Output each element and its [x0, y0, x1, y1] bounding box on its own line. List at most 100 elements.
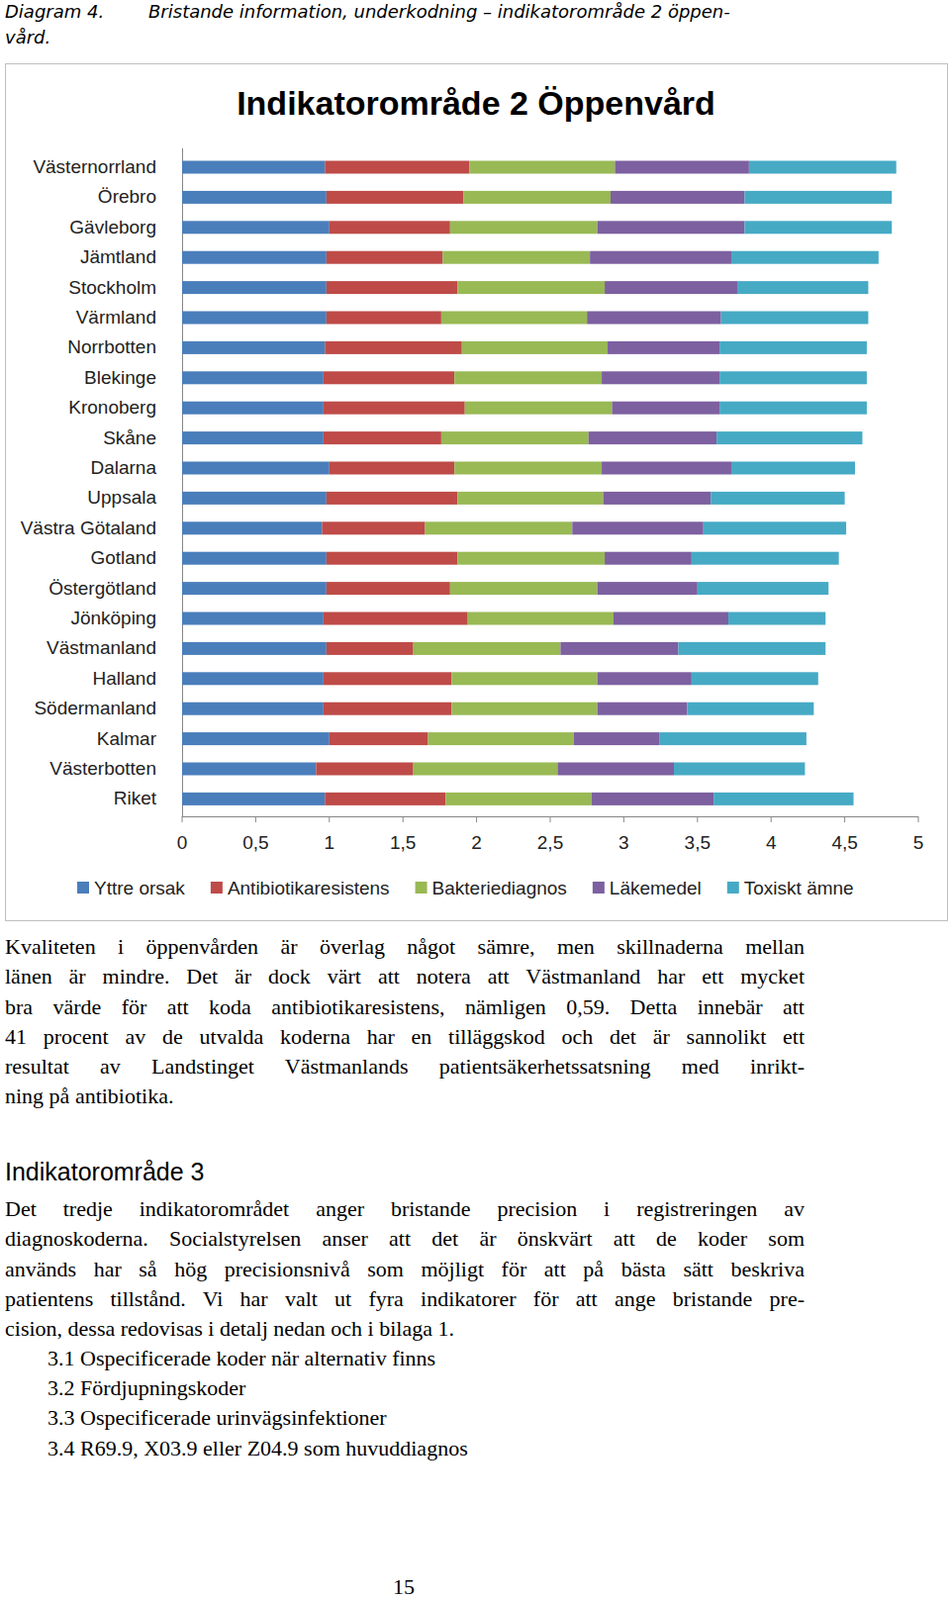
bar-segment	[457, 552, 605, 566]
bar-segment	[604, 281, 738, 294]
chart: Indikatorområde 2 Öppenvård Västernorrlan…	[0, 0, 950, 931]
bar-segment	[182, 762, 316, 776]
bar-segment	[719, 401, 867, 415]
bar-segment	[677, 642, 826, 656]
bar-segment	[182, 732, 330, 746]
bar-segment	[326, 581, 451, 595]
bar-segment	[589, 251, 732, 265]
list-item: 3.4 R69.9, X03.9 eller Z04.9 som huvuddi…	[47, 1433, 800, 1464]
section-heading: Indikatorområde 3	[4, 1156, 205, 1187]
bar-segment	[601, 371, 720, 384]
bar-segment	[713, 792, 854, 806]
list-item: 3.3 Ospecificerade urinvägsinfektioner	[47, 1403, 800, 1433]
bar-segment	[323, 671, 452, 685]
bar-segment	[441, 311, 587, 325]
y-axis	[182, 148, 184, 817]
bar-segment	[462, 341, 608, 355]
category-label: Blekinge	[84, 367, 157, 388]
bar-segment	[457, 491, 603, 505]
bar-segment	[601, 462, 732, 475]
legend-swatch	[415, 881, 428, 894]
text-line: länen är mindre. Det är dock värt att no…	[4, 961, 805, 992]
bar-segment	[457, 281, 605, 294]
text-line: cision, dessa redovisas i detalj nedan o…	[4, 1314, 805, 1344]
legend-label: Toxiskt ämne	[744, 877, 855, 899]
bar-segment	[597, 671, 692, 685]
bar-segment	[182, 251, 327, 265]
bar-segment	[450, 220, 598, 234]
bar-segment	[324, 161, 470, 175]
x-tick-label: 1,5	[389, 832, 416, 854]
bar-segment	[182, 642, 327, 656]
bar-segment	[324, 792, 446, 806]
bar-segment	[454, 371, 602, 384]
bar-segment	[326, 642, 414, 656]
bar-segment	[613, 612, 729, 626]
chart-frame	[5, 64, 949, 922]
bar-segment	[425, 521, 573, 535]
bar-segment	[719, 371, 867, 384]
x-tick-label: 2,5	[537, 832, 564, 854]
bar-segment	[326, 491, 458, 505]
bar-segment	[731, 462, 855, 475]
bar-segment	[182, 491, 327, 505]
bar-segment	[686, 702, 814, 716]
x-tick	[623, 816, 625, 823]
bar-segment	[324, 341, 462, 355]
x-tick-label: 1	[324, 832, 336, 854]
bar-segment	[182, 371, 324, 384]
bar-segment	[560, 642, 678, 656]
category-label: Örebro	[97, 186, 157, 207]
text-line: 41 procent av de utvalda koderna har en …	[4, 1022, 805, 1052]
bar-segment	[182, 311, 327, 325]
category-label: Västernorrland	[32, 156, 157, 178]
legend-swatch	[592, 881, 605, 894]
bar-segment	[604, 552, 692, 566]
bar-segment	[691, 671, 819, 685]
caption-title: vård.	[4, 26, 51, 48]
x-tick	[255, 816, 257, 823]
bar-segment	[182, 462, 330, 475]
x-tick	[770, 816, 772, 823]
bar-segment	[697, 581, 829, 595]
bar-segment	[659, 732, 807, 746]
bar-segment	[737, 281, 868, 294]
bar-segment	[749, 161, 897, 175]
x-tick-label: 2	[471, 832, 482, 854]
legend-swatch	[77, 881, 90, 894]
caption-title: Bristande information, underkodning – in…	[148, 0, 731, 22]
category-label: Uppsala	[87, 486, 157, 508]
category-label: Värmland	[76, 306, 157, 328]
category-label: Östergötland	[48, 577, 157, 599]
chart-title: Indikatorområde 2 Öppenvård	[236, 84, 716, 122]
bar-segment	[321, 521, 425, 535]
bar-segment	[451, 671, 597, 685]
x-tick	[402, 816, 404, 823]
legend-label: Läkemedel	[609, 877, 702, 899]
bar-segment	[182, 521, 322, 535]
x-tick	[475, 816, 477, 823]
bar-segment	[673, 762, 805, 776]
bar-segment	[182, 341, 325, 355]
bar-segment	[182, 552, 327, 566]
x-tick	[844, 816, 846, 823]
x-tick-label: 5	[913, 832, 925, 854]
bar-segment	[182, 671, 324, 685]
bar-segment	[326, 190, 464, 204]
bar-segment	[716, 431, 862, 445]
bar-segment	[442, 251, 590, 265]
bar-segment	[463, 190, 611, 204]
bar-segment	[413, 642, 562, 656]
text-line: diagnoskoderna. Socialstyrelsen anser at…	[4, 1224, 805, 1254]
text-line: resultat av Landstinget Västmanlands pat…	[4, 1051, 805, 1082]
caption-label: Diagram 4.	[4, 0, 104, 22]
bar-segment	[450, 581, 598, 595]
bar-segment	[326, 251, 444, 265]
category-label: Stockholm	[68, 277, 157, 298]
category-label: Västerbotten	[49, 758, 157, 779]
bar-segment	[721, 311, 869, 325]
bar-segment	[329, 462, 455, 475]
bar-segment	[703, 521, 847, 535]
list-item: 3.1 Ospecificerade koder när alternativ …	[47, 1343, 800, 1374]
bar-segment	[614, 161, 749, 175]
